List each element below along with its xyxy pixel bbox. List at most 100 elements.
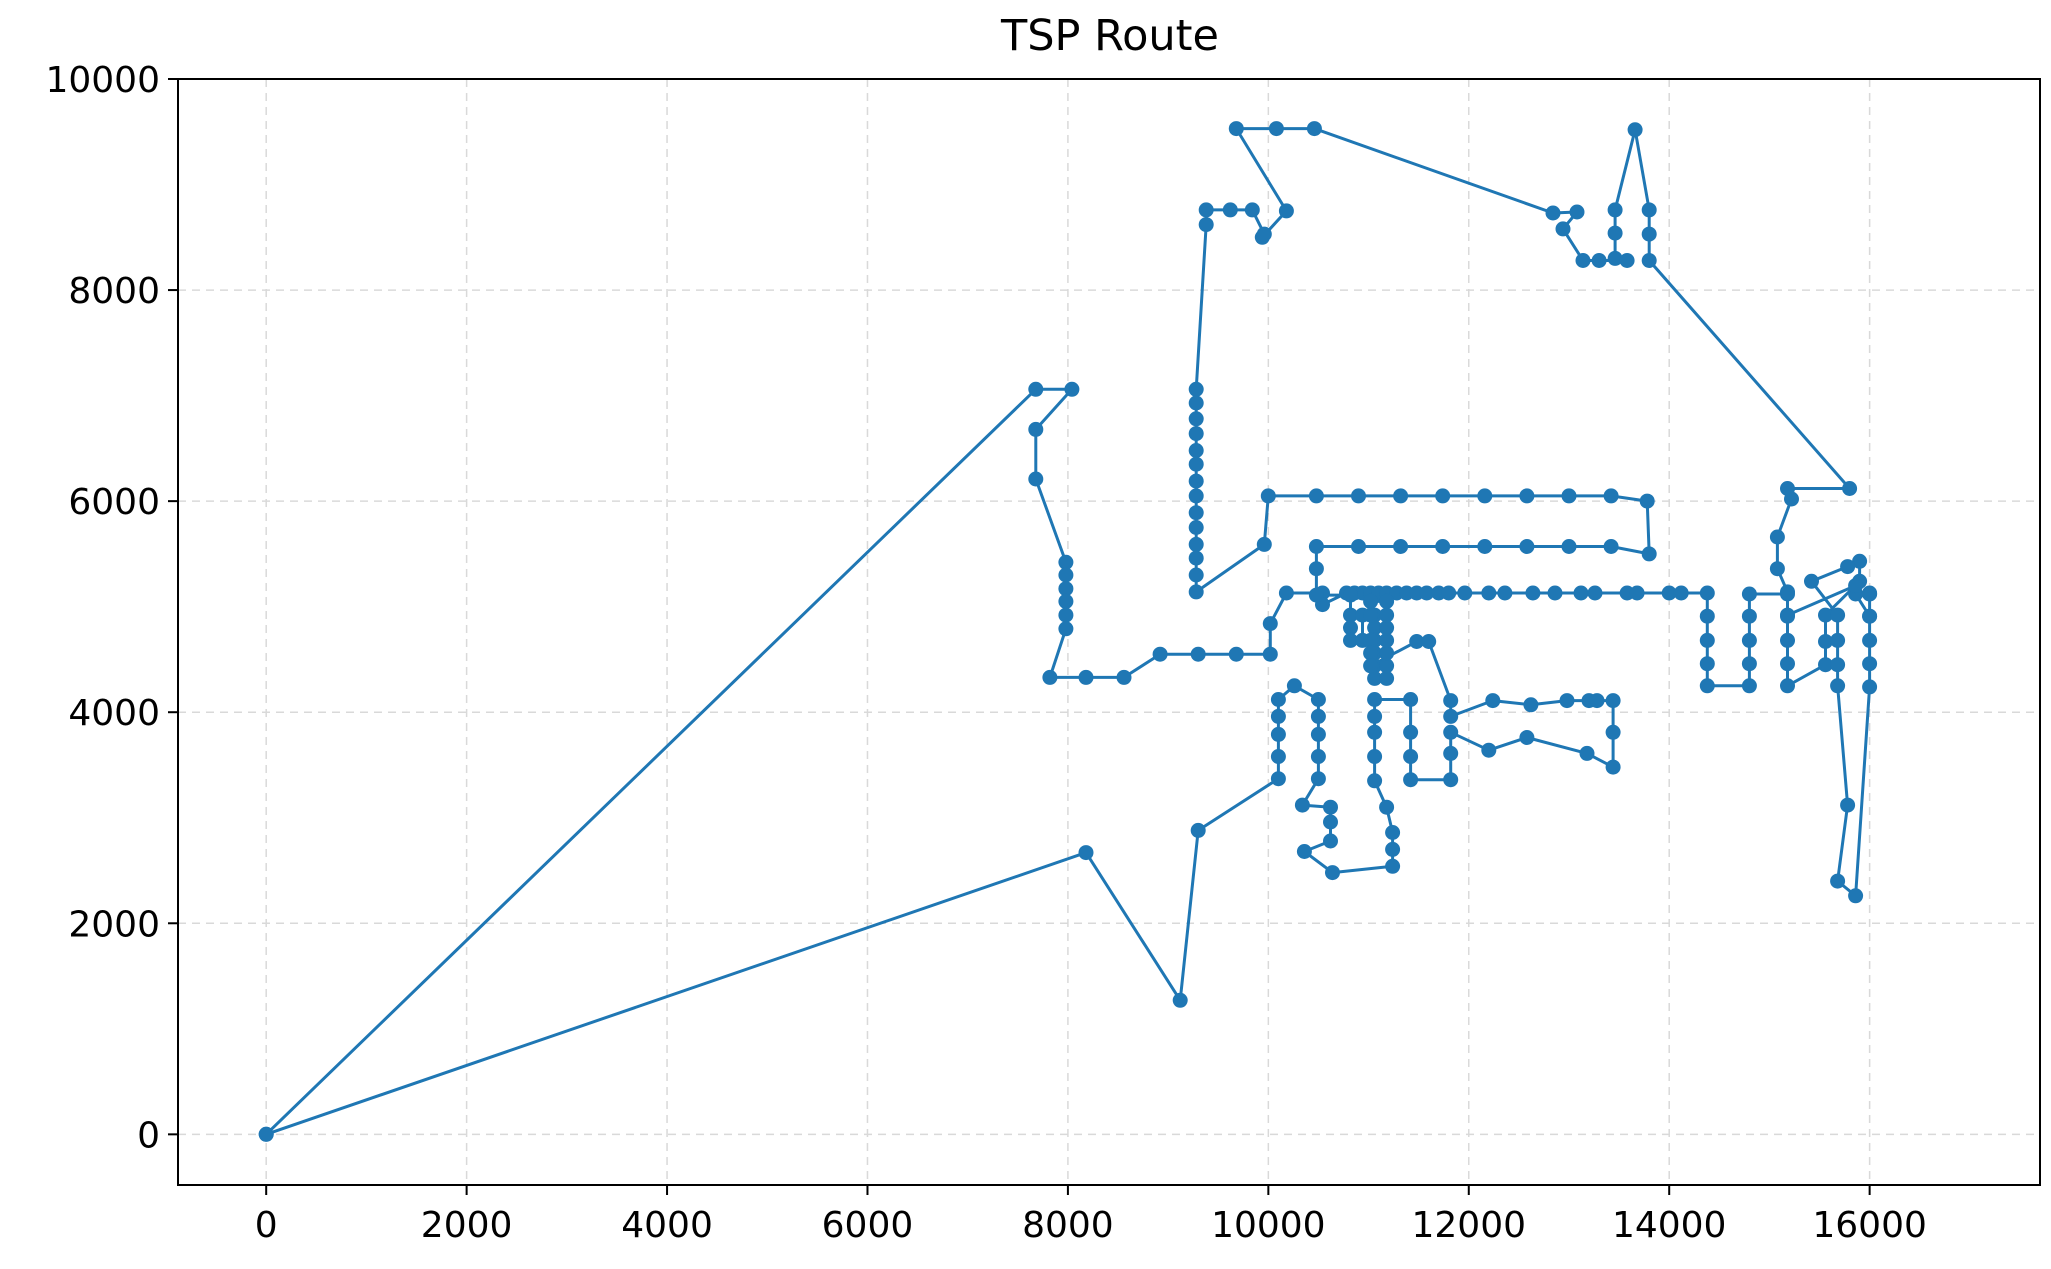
y-tick-label: 0 (137, 1115, 160, 1156)
route-point (1830, 657, 1846, 673)
route-point (1323, 814, 1338, 830)
route-point (1379, 607, 1395, 623)
route-point (1379, 593, 1395, 609)
route-point (1367, 692, 1383, 707)
route-point (1270, 708, 1286, 724)
route-point (1603, 488, 1619, 504)
route-point (1310, 771, 1326, 787)
route-point (1818, 607, 1833, 623)
route-point (1325, 865, 1340, 881)
route-point (1457, 585, 1473, 601)
route-point (1573, 585, 1589, 601)
route-point (1435, 488, 1451, 504)
route-point (1367, 749, 1383, 764)
route-point (1188, 381, 1204, 397)
route-point (1198, 217, 1214, 233)
route-point (1222, 202, 1238, 218)
route-point (1629, 585, 1645, 601)
route-point (1641, 546, 1657, 562)
route-point (1780, 481, 1795, 496)
route-point (1278, 585, 1294, 601)
route-point (1310, 749, 1326, 764)
route-point (1379, 658, 1395, 674)
route-point (1862, 679, 1878, 695)
route-point (1343, 587, 1358, 603)
route-point (1848, 578, 1864, 594)
route-point (1627, 122, 1643, 138)
route-point (1188, 488, 1204, 504)
x-tick-label: 0 (255, 1205, 278, 1246)
route-point (1780, 678, 1795, 694)
route-point (1780, 656, 1795, 672)
route-point (1840, 797, 1856, 813)
route-point (1188, 505, 1204, 521)
route-point (1064, 381, 1080, 397)
route-point (1519, 488, 1535, 504)
route-point (1862, 586, 1878, 602)
route-point (1575, 253, 1591, 268)
route-point (1435, 539, 1451, 554)
route-point (1343, 632, 1358, 648)
route-point (1028, 381, 1044, 397)
route-point (1306, 121, 1322, 137)
y-tick-label: 8000 (68, 271, 160, 312)
x-tick-label: 8000 (1022, 1205, 1114, 1246)
route-point (1028, 421, 1044, 437)
route-point (1421, 634, 1437, 649)
route-point (1830, 607, 1846, 623)
route-point (1367, 670, 1383, 686)
route-point (1116, 669, 1132, 685)
route-point (1188, 443, 1204, 458)
route-point (1579, 745, 1595, 761)
route-point (1379, 670, 1395, 686)
route-point (1268, 121, 1284, 137)
route-point (1351, 539, 1366, 554)
route-point (1830, 873, 1846, 889)
y-tick-label: 4000 (68, 693, 160, 734)
route-point (1741, 608, 1757, 624)
route-point (1188, 550, 1204, 566)
route-point (1260, 488, 1276, 504)
route-point (1296, 844, 1312, 859)
route-point (1363, 593, 1379, 609)
route-point (1270, 692, 1286, 707)
route-point (1409, 634, 1425, 649)
route-point (1270, 771, 1286, 787)
route-point (1367, 620, 1383, 636)
route-point (1188, 520, 1204, 535)
route-point (1367, 773, 1383, 789)
route-point (1042, 669, 1058, 685)
route-point (1525, 585, 1541, 601)
route-point (1058, 567, 1074, 583)
route-point (1188, 584, 1204, 600)
route-point (1278, 203, 1294, 219)
route-point (1842, 481, 1858, 496)
route-point (1403, 749, 1419, 764)
route-point (1058, 593, 1074, 609)
route-point (1840, 559, 1856, 575)
route-point (1485, 693, 1501, 709)
route-point (1188, 395, 1204, 411)
route-point (1862, 632, 1878, 648)
route-point (1403, 724, 1419, 740)
route-point (1363, 632, 1379, 648)
route-point (1379, 632, 1395, 648)
route-point (1323, 833, 1338, 849)
route-point (1547, 585, 1563, 601)
y-tick-label: 2000 (68, 904, 160, 945)
route-point (1780, 632, 1795, 648)
route-point (1830, 678, 1846, 694)
route-point (1343, 620, 1358, 636)
route-point (1443, 693, 1459, 709)
route-point (1477, 539, 1493, 554)
axis-ticks: 0 2000 4000 6000 8000 10000 12000 14000 16000 0 20… (45, 60, 1926, 1246)
x-tick-label: 16000 (1812, 1205, 1927, 1246)
route-point (1443, 745, 1459, 761)
route-point (1188, 426, 1204, 442)
route-point (1443, 708, 1459, 724)
route-point (1078, 845, 1094, 861)
route-point (1605, 759, 1621, 775)
route-point (1294, 797, 1310, 813)
route-point (1385, 825, 1401, 840)
route-point (1351, 488, 1366, 504)
